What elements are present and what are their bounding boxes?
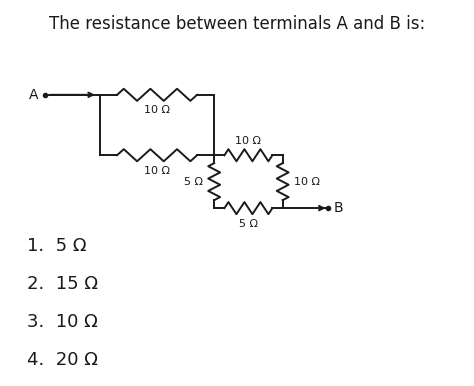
Text: 1.  5 Ω: 1. 5 Ω	[27, 237, 86, 255]
Text: 10 Ω: 10 Ω	[144, 166, 170, 176]
Text: 10 Ω: 10 Ω	[294, 177, 320, 187]
Text: 10 Ω: 10 Ω	[236, 136, 262, 146]
Text: A: A	[29, 88, 38, 102]
Text: 4.  20 Ω: 4. 20 Ω	[27, 350, 98, 369]
Text: 5 Ω: 5 Ω	[239, 219, 258, 229]
Text: 10 Ω: 10 Ω	[144, 105, 170, 115]
Text: B: B	[334, 201, 344, 215]
Text: 3.  10 Ω: 3. 10 Ω	[27, 313, 98, 331]
Text: 2.  15 Ω: 2. 15 Ω	[27, 275, 98, 293]
Text: 5 Ω: 5 Ω	[184, 177, 203, 187]
Text: The resistance between terminals A and B is:: The resistance between terminals A and B…	[49, 15, 425, 34]
